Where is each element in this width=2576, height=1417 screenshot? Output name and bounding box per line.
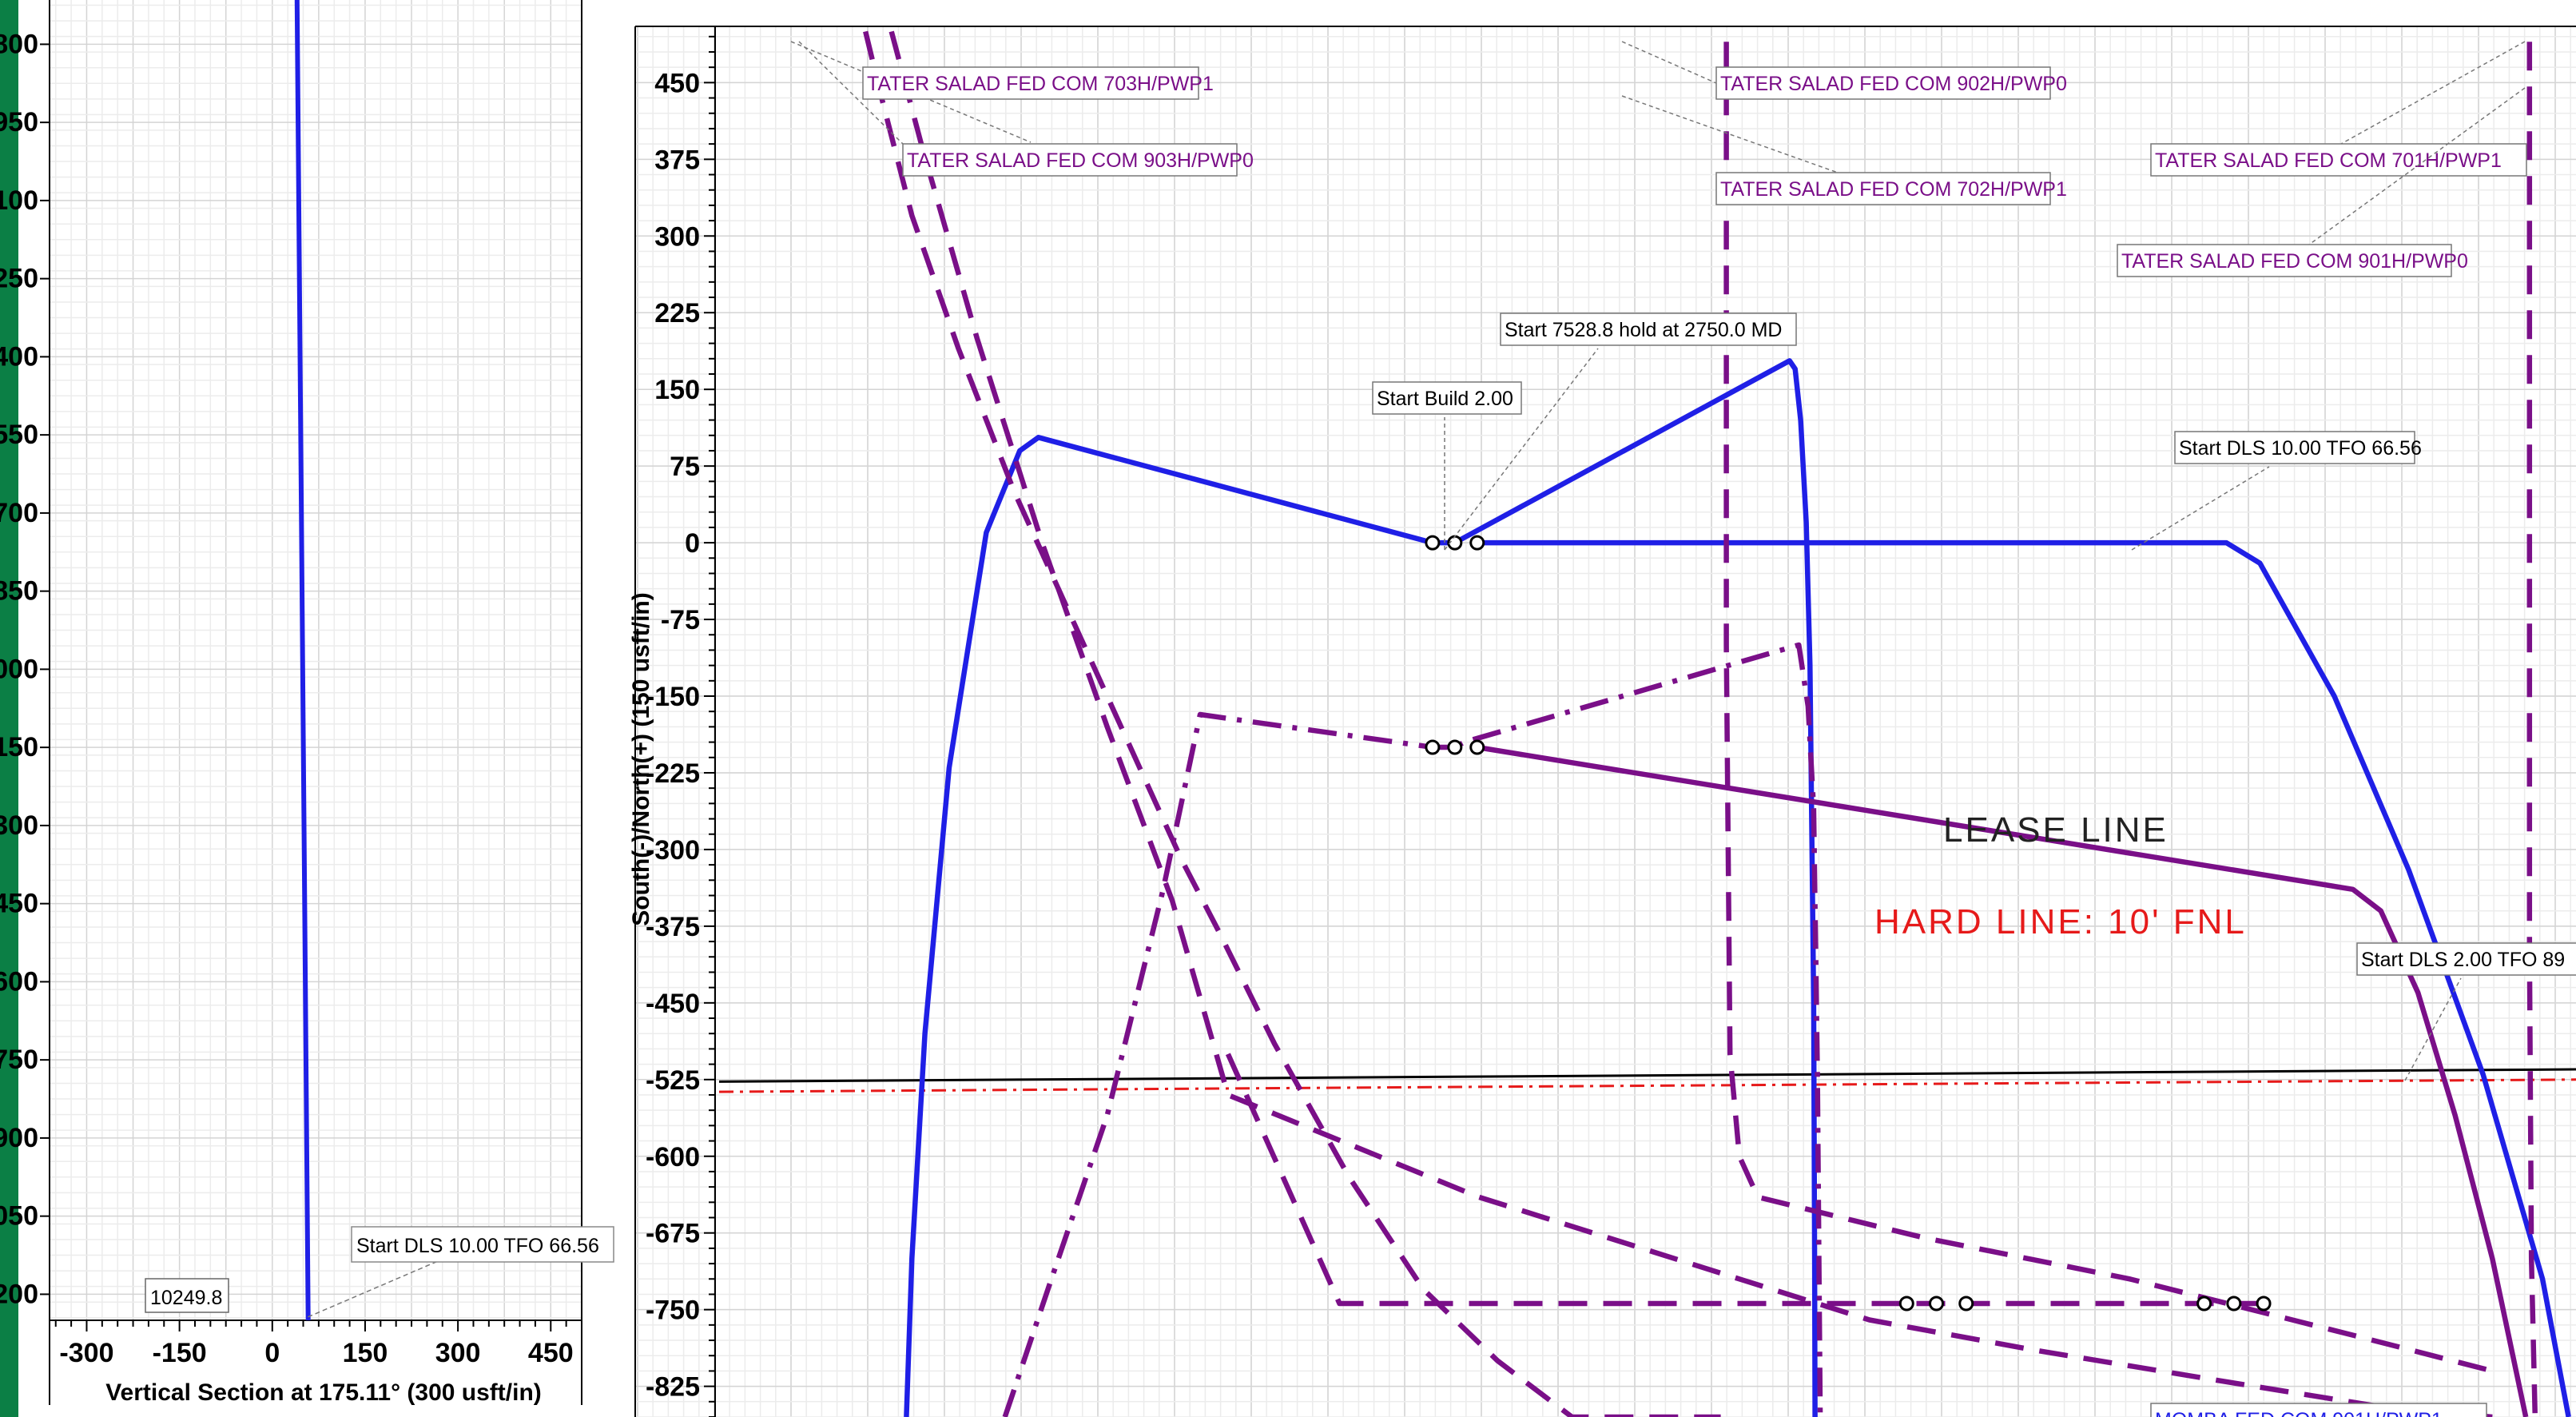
well-path <box>863 30 1721 1417</box>
y-tick-label: 9600 <box>0 966 38 997</box>
station-marker <box>1425 535 1441 551</box>
plan-view-chart: 450 375 300 225 150 75 0 -75 -150 -225 -300 -375 -45… <box>628 26 2576 1417</box>
y-tick-label: 8850 <box>0 576 38 607</box>
y-tick-label: -300 <box>646 835 700 866</box>
station-marker <box>2196 1296 2212 1312</box>
station-marker <box>2256 1296 2272 1312</box>
well-label: TATER SALAD FED COM 702H/PWP1 <box>1720 178 2067 201</box>
y-tick-label: 75 <box>670 452 700 482</box>
y-tick-label: 9150 <box>0 732 38 762</box>
well-path <box>1477 539 2571 1417</box>
y-tick-label: 9750 <box>0 1045 38 1075</box>
station-marker <box>1898 1296 1914 1312</box>
well-label: Start Build 2.00 <box>1377 388 1513 410</box>
y-tick-label: 300 <box>654 221 700 252</box>
vertical-section-line <box>294 0 311 1320</box>
y-tick-label: 10200 <box>0 1279 38 1309</box>
well-label: TATER SALAD FED COM 701H/PWP1 <box>2155 149 2502 172</box>
well-path <box>888 30 2493 1417</box>
y-tick-label: -225 <box>646 758 700 789</box>
station-marker <box>1469 535 1485 551</box>
x-tick-label: 150 <box>343 1338 388 1368</box>
y-tick-label: -825 <box>646 1372 700 1403</box>
well-label: TATER SALAD FED COM 901H/PWP0 <box>2121 250 2468 273</box>
y-tick-label: -150 <box>646 682 700 712</box>
x-tick-label: -300 <box>59 1338 113 1368</box>
x-tick-label: 0 <box>264 1338 280 1368</box>
well-path <box>1002 642 1823 1417</box>
y-tick-label: 225 <box>654 298 700 328</box>
well-path <box>1477 744 2529 1417</box>
station-marker <box>1958 1296 1974 1312</box>
y-tick-label: 9900 <box>0 1123 38 1153</box>
y-tick-label: 150 <box>654 375 700 405</box>
x-tick-label: 300 <box>435 1338 481 1368</box>
station-marker <box>1929 1296 1945 1312</box>
y-tick-label: -750 <box>646 1296 700 1326</box>
y-tick-label: -75 <box>661 605 700 635</box>
y-tick-label: 9450 <box>0 889 38 919</box>
y-tick-label: 8250 <box>0 264 38 294</box>
annotation-depth: 10249.8 <box>150 1287 222 1309</box>
y-tick-label: 0 <box>685 528 700 559</box>
well-label: TATER SALAD FED COM 903H/PWP0 <box>907 149 1254 172</box>
y-tick-label: 9300 <box>0 810 38 841</box>
hard-line <box>718 1078 2576 1093</box>
y-tick-label: -675 <box>646 1219 700 1249</box>
well-path <box>1225 1053 2260 1307</box>
y-tick-label: 450 <box>654 68 700 98</box>
y-tick-label: 7800 <box>0 29 38 59</box>
y-tick-label: 8700 <box>0 498 38 528</box>
y-tick-label: 8100 <box>0 185 38 216</box>
y-tick-label: 10050 <box>0 1201 38 1232</box>
lease-line <box>718 1068 2576 1083</box>
y-tick-label: 8400 <box>0 341 38 372</box>
well-label: Start DLS 10.00 TFO 66.56 <box>2179 437 2422 460</box>
y-tick-label: 7950 <box>0 107 38 137</box>
well-label: MOMBA FED COM 901H/PWP1 <box>2155 1409 2443 1417</box>
well-label: Start 7528.8 hold at 2750.0 MD <box>1505 319 1782 341</box>
x-axis-label: Vertical Section at 175.11° (300 usft/in… <box>105 1379 542 1406</box>
well-label: Start DLS 2.00 TFO 89 <box>2361 949 2565 971</box>
station-marker <box>1469 739 1485 755</box>
well-path <box>2526 42 2538 1417</box>
y-tick-label: -525 <box>646 1065 700 1096</box>
annotation-start-dls: Start DLS 10.00 TFO 66.56 <box>356 1235 599 1257</box>
y-axis-label: South(-)/North(+) (150 usft/in) <box>628 592 654 925</box>
x-tick-label: -150 <box>153 1338 207 1368</box>
station-marker <box>1447 739 1463 755</box>
station-marker <box>1425 739 1441 755</box>
well-label: TATER SALAD FED COM 902H/PWP0 <box>1720 73 2067 95</box>
lease-line-label: LEASE LINE <box>1943 810 2169 850</box>
well-label: TATER SALAD FED COM 703H/PWP1 <box>867 73 1214 95</box>
y-tick-label: -450 <box>646 989 700 1019</box>
station-marker <box>2226 1296 2242 1312</box>
y-tick-label: -375 <box>646 912 700 942</box>
well-path <box>904 358 1818 1417</box>
y-tick-label: 8550 <box>0 420 38 450</box>
hard-line-label: HARD LINE: 10' FNL <box>1874 902 2247 941</box>
y-tick-label: -600 <box>646 1142 700 1172</box>
y-tick-label: 375 <box>654 145 700 175</box>
sidebar-strip <box>0 0 18 1417</box>
x-tick-label: 450 <box>528 1338 574 1368</box>
